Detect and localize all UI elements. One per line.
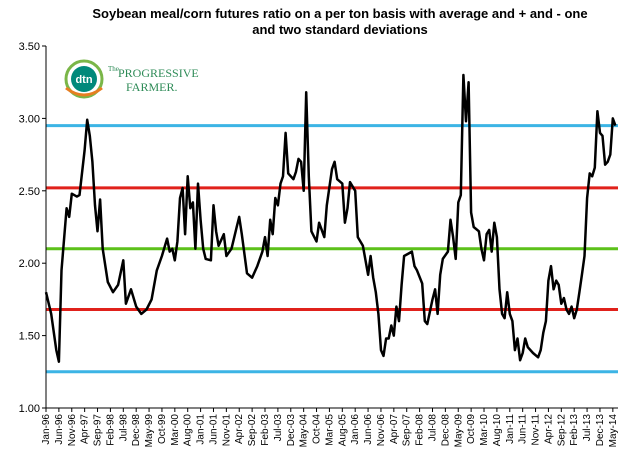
series-line-0 (44, 73, 617, 363)
chart-title-line1: Soybean meal/corn futures ratio on a per… (92, 6, 588, 21)
x-tick-label: Dec-08 (440, 414, 451, 447)
x-tick-label: Nov-01 (221, 414, 232, 447)
x-tick-label: Feb-03 (260, 414, 271, 446)
x-tick-label: Feb-13 (569, 414, 580, 446)
x-tick-label: Nov-11 (531, 414, 542, 446)
x-tick-label: Oct-09 (466, 414, 477, 444)
x-tick-label: May-04 (299, 414, 310, 448)
x-tick-label: May-09 (453, 414, 464, 448)
y-tick-label: 3.50 (19, 41, 40, 53)
x-tick-label: Aug-10 (492, 414, 503, 447)
x-tick-label: Sep-12 (556, 414, 567, 447)
x-tick-label: Jun-96 (54, 414, 65, 445)
x-tick-label: Jul-03 (273, 414, 284, 442)
y-tick-labels: 1.00 1.50 2.00 2.50 3.00 3.50 (19, 41, 46, 415)
dtn-progressive-farmer-logo: dtn The PROGRESSIVE FARMER. (64, 59, 199, 99)
x-tick-label: Sep-97 (93, 414, 104, 447)
x-tick-label: Apr-12 (543, 414, 554, 444)
x-tick-label: Jul-98 (118, 414, 129, 442)
logo-mark-text: dtn (75, 74, 92, 86)
x-tick-label: Dec-03 (286, 414, 297, 447)
x-tick-label: Aug-00 (183, 414, 194, 447)
x-tick-label: Sep-02 (247, 414, 258, 447)
y-tick-label: 3.00 (19, 113, 40, 125)
x-tick-label: Jun-11 (518, 414, 529, 444)
x-tick-labels: Jan-96 Jun-96 Nov-96 Apr-97 Sep-97 Feb-98 Jul-… (41, 408, 619, 447)
x-tick-label: Dec-98 (131, 414, 142, 447)
reference-lines (46, 124, 618, 374)
x-tick-label: Jun-06 (363, 414, 374, 445)
x-tick-label: Jul-08 (427, 414, 438, 442)
x-tick-label: Jan-01 (196, 414, 207, 445)
x-tick-label: Aug-05 (337, 414, 348, 447)
logo-brand-line2: FARMER. (126, 80, 177, 94)
y-tick-label: 2.50 (19, 186, 40, 198)
y-tick-label: 1.50 (19, 331, 40, 343)
x-tick-label: Jan-06 (350, 414, 361, 445)
logo-brand-prefix: The (108, 65, 119, 73)
x-tick-label: Mar-10 (479, 414, 490, 446)
x-tick-label: Oct-99 (157, 414, 168, 444)
x-tick-label: Mar-05 (324, 414, 335, 446)
logo-brand-line1: PROGRESSIVE (118, 66, 199, 80)
chart-title: Soybean meal/corn futures ratio on a per… (40, 6, 640, 38)
series-layer (44, 73, 617, 363)
x-tick-label: Nov-06 (376, 414, 387, 447)
x-tick-label: Nov-96 (67, 414, 78, 447)
x-tick-label: May-99 (144, 414, 155, 448)
x-tick-label: Mar-00 (170, 414, 181, 446)
x-tick-label: Dec-13 (595, 414, 606, 447)
x-tick-label: Jun-01 (208, 414, 219, 445)
x-tick-label: Oct-04 (312, 414, 323, 444)
x-tick-label: Feb-08 (415, 414, 426, 446)
x-tick-label: Apr-02 (234, 414, 245, 444)
x-tick-label: Feb-98 (105, 414, 116, 446)
x-tick-label: Apr-97 (80, 414, 91, 444)
y-tick-label: 2.00 (19, 258, 40, 270)
x-tick-label: Jan-11 (505, 414, 516, 444)
x-tick-label: Apr-07 (389, 414, 400, 444)
chart-title-line2: and two standard deviations (252, 22, 428, 37)
x-tick-label: Jan-96 (41, 414, 52, 445)
x-tick-label: Jul-13 (582, 414, 593, 442)
y-tick-label: 1.00 (19, 403, 40, 415)
x-tick-label: Sep-07 (402, 414, 413, 447)
x-tick-label: May-14 (608, 414, 619, 448)
